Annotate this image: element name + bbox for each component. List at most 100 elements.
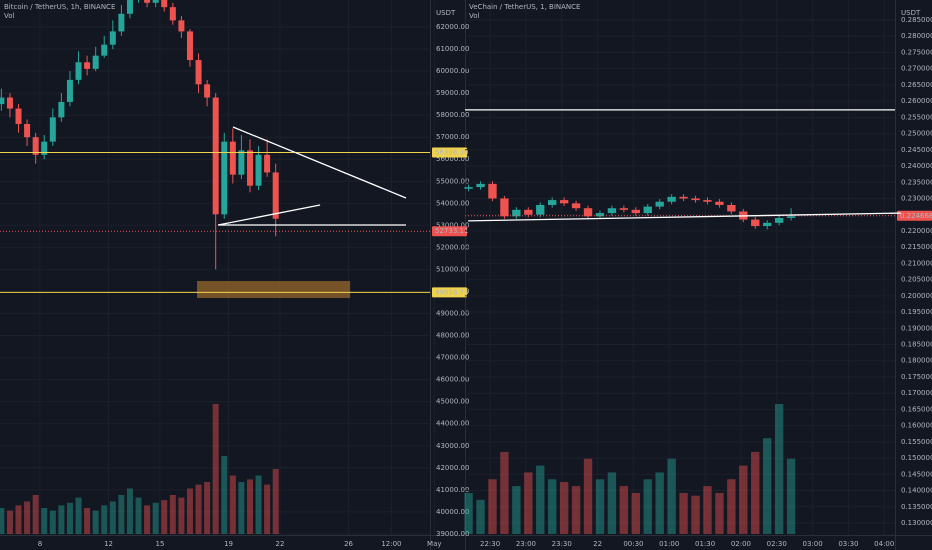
- volume-bar: [500, 451, 509, 534]
- x-tick-label: 22: [276, 540, 285, 548]
- candle-body: [118, 13, 125, 32]
- chart-title: VeChain / TetherUS, 1, BINANCE: [469, 3, 580, 11]
- volume-bar: [118, 495, 125, 534]
- candle-body: [512, 209, 521, 217]
- volume-bar: [246, 479, 253, 534]
- price-label-bg: [432, 287, 467, 298]
- candle-body: [536, 204, 545, 215]
- zone-box: [196, 280, 351, 298]
- y-tick-label: 0.200000: [901, 292, 932, 300]
- y-tick-label: 0.275000: [901, 48, 932, 56]
- candle-body: [264, 154, 271, 173]
- volume-bar: [212, 404, 219, 534]
- candle-body: [786, 216, 796, 218]
- candle-body: [727, 204, 736, 212]
- volume-bar: [607, 472, 617, 534]
- y-tick-label: 42000.00: [436, 464, 469, 472]
- candle-body: [679, 196, 688, 199]
- volume-bar: [152, 502, 159, 534]
- volume-bar: [101, 505, 108, 534]
- y-tick-label: 51000.00: [436, 265, 469, 273]
- y-tick-label: 0.140000: [901, 487, 932, 495]
- volume-bar: [32, 495, 39, 534]
- candle-body: [126, 0, 133, 14]
- y-tick-label: 0.185000: [901, 341, 932, 349]
- candle-body: [548, 200, 557, 205]
- y-tick-label: 57000.00: [436, 133, 469, 141]
- volume-bar: [255, 475, 262, 534]
- y-tick-label: 62000.00: [436, 23, 469, 31]
- volume-bar: [536, 465, 545, 534]
- y-tick-label: 44000.00: [436, 420, 469, 428]
- candle-body: [272, 172, 279, 219]
- candle-body: [488, 183, 497, 199]
- y-tick-label: 0.215000: [901, 243, 932, 251]
- candle-body: [500, 198, 509, 217]
- volume-bar: [739, 465, 748, 534]
- volume-bar: [15, 505, 22, 534]
- y-tick-label: 0.250000: [901, 130, 932, 138]
- candle-body: [58, 101, 65, 118]
- y-tick-label: 0.260000: [901, 97, 932, 105]
- candle-body: [607, 208, 617, 214]
- candle-body: [559, 200, 569, 204]
- y-tick-label: 0.170000: [901, 389, 932, 397]
- candle-body: [109, 31, 116, 45]
- volume-bar: [161, 500, 168, 534]
- y-tick-label: 49000.00: [436, 310, 469, 318]
- trend-line: [217, 204, 321, 226]
- y-tick-label: 60000.00: [436, 67, 469, 75]
- candle-body: [655, 201, 664, 207]
- volume-bar: [264, 484, 271, 534]
- volume-bar: [464, 492, 473, 534]
- candle-body: [84, 62, 91, 69]
- y-tick-label: 0.285000: [901, 16, 932, 24]
- volume-bar: [66, 502, 73, 534]
- y-tick-label: 0.255000: [901, 113, 932, 121]
- candle-body: [144, 0, 151, 3]
- y-tick-label: 43000.00: [436, 442, 469, 450]
- y-tick-label: 0.190000: [901, 324, 932, 332]
- volume-bar: [204, 482, 211, 534]
- volume-bar: [84, 508, 91, 534]
- axis-unit: USDT: [901, 9, 921, 17]
- candle-body: [691, 198, 700, 201]
- volume-bar: [774, 404, 784, 534]
- x-tick-label: 00:30: [623, 540, 643, 548]
- volume-bar: [49, 510, 56, 534]
- candle-body: [221, 141, 228, 215]
- y-tick-label: 0.195000: [901, 308, 932, 316]
- y-tick-label: 48000.00: [436, 332, 469, 340]
- y-tick-label: 55000.00: [436, 177, 469, 185]
- y-tick-label: 39000.00: [436, 530, 469, 538]
- volume-bar: [763, 438, 772, 534]
- candle-body: [178, 20, 185, 32]
- x-tick-label: 22:30: [480, 540, 500, 548]
- candle-body: [75, 62, 82, 80]
- candle-body: [169, 7, 176, 21]
- y-tick-label: 47000.00: [436, 354, 469, 362]
- x-tick-label: 15: [156, 540, 165, 548]
- candle-body: [66, 79, 73, 102]
- candle-body: [212, 97, 219, 215]
- y-tick-label: 52000.00: [436, 243, 469, 251]
- x-tick-label: 01:00: [659, 540, 679, 548]
- volume-label: Vol: [469, 12, 480, 20]
- candle-body: [255, 154, 262, 186]
- candle-body: [643, 206, 652, 214]
- y-tick-label: 0.150000: [901, 454, 932, 462]
- volume-bar: [476, 499, 485, 534]
- candle-body: [464, 187, 473, 189]
- y-tick-label: 59000.00: [436, 89, 469, 97]
- candle-body: [229, 141, 236, 175]
- volume-bar: [58, 505, 65, 534]
- candle-body: [24, 123, 31, 138]
- price-label-bg: [432, 147, 467, 158]
- volume-bar: [786, 458, 796, 534]
- volume-bar: [135, 497, 142, 534]
- candle-body: [476, 183, 485, 188]
- volume-bar: [41, 508, 48, 534]
- candle-body: [238, 150, 245, 175]
- candle-body: [0, 97, 5, 105]
